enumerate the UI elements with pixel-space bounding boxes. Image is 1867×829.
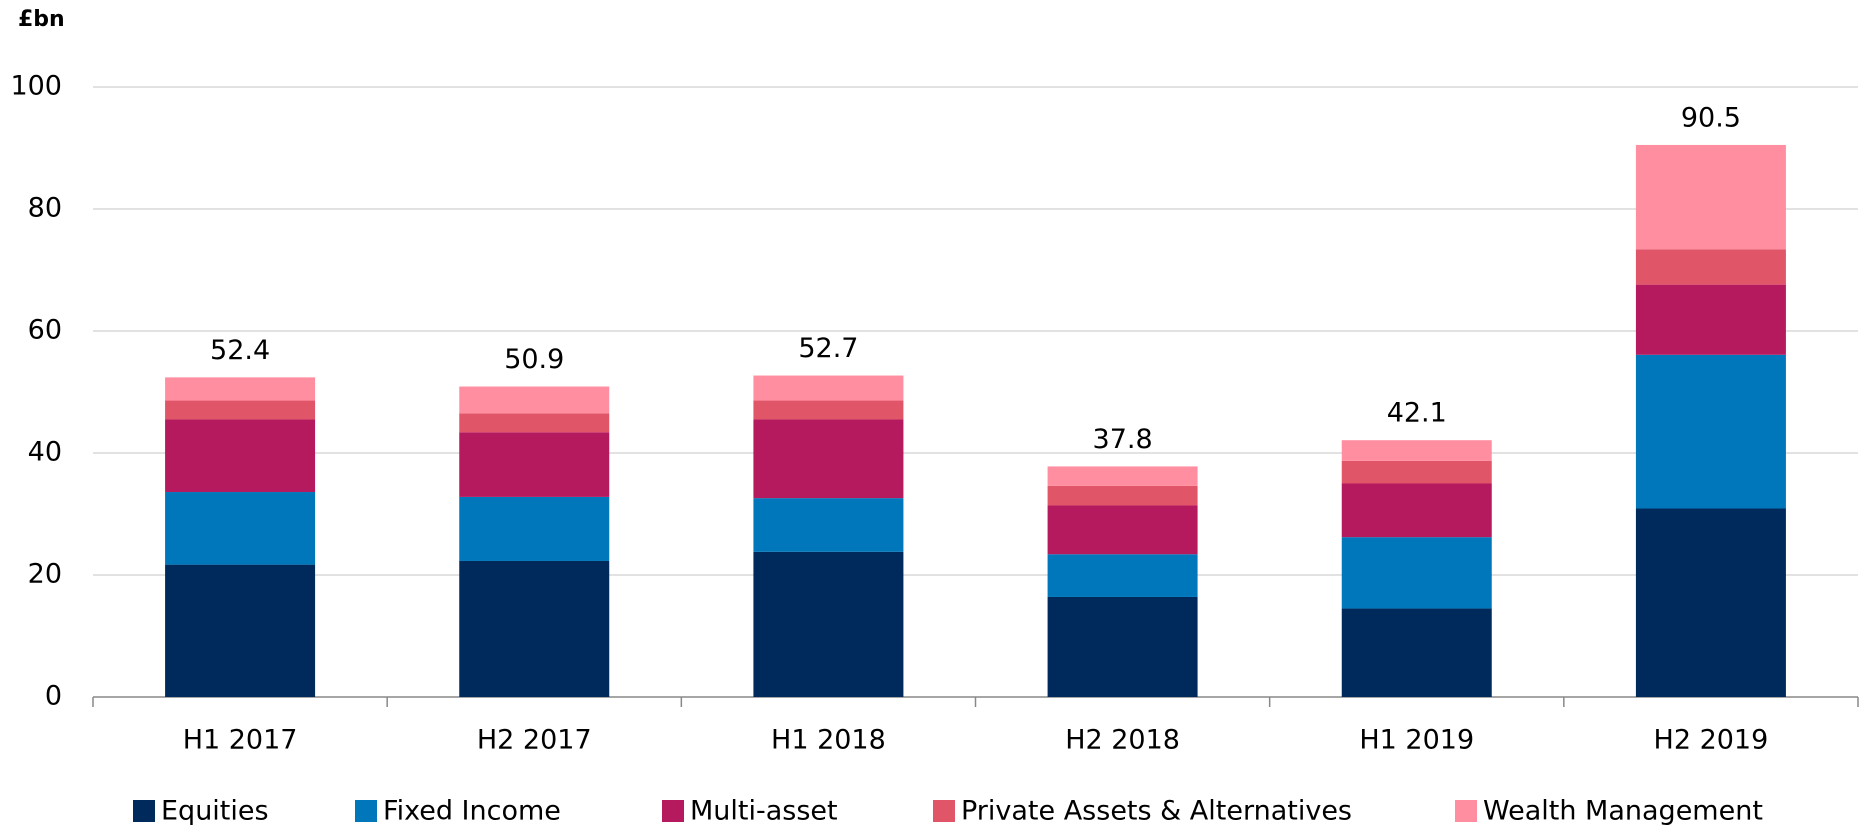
bar-segment — [165, 377, 316, 401]
bar-segment — [1635, 249, 1786, 285]
total-label: 50.9 — [504, 344, 564, 375]
total-label: 52.7 — [798, 333, 858, 364]
bar-segment — [1635, 354, 1786, 509]
bar-segment — [459, 413, 610, 433]
total-label: 52.4 — [210, 335, 270, 366]
y-tick-label: 20 — [28, 559, 62, 590]
bar-segment — [165, 400, 316, 420]
y-tick-label: 40 — [28, 437, 62, 468]
bar-segment — [753, 419, 904, 499]
x-tick-label: H1 2018 — [771, 725, 886, 756]
bar-segment — [1635, 284, 1786, 355]
bar-segment — [165, 564, 316, 697]
bar-segment — [753, 375, 904, 401]
bar-segment — [459, 560, 610, 697]
legend-swatch — [1455, 800, 1477, 822]
bar-segment — [1047, 554, 1198, 597]
bar-segment — [1635, 144, 1786, 250]
legend-label: Multi-asset — [690, 796, 838, 827]
total-label: 42.1 — [1387, 398, 1447, 429]
bar-segment — [1047, 466, 1198, 486]
y-tick-label: 60 — [28, 315, 62, 346]
bar-segment — [165, 419, 316, 493]
bar-segment — [459, 432, 610, 497]
legend-swatch — [662, 800, 684, 822]
legend-swatch — [933, 800, 955, 822]
y-tick-label: 100 — [10, 71, 62, 102]
legend-label: Wealth Management — [1483, 796, 1763, 827]
legend-label: Private Assets & Alternatives — [961, 796, 1352, 827]
total-label: 90.5 — [1681, 102, 1741, 133]
x-tick-label: H1 2019 — [1359, 725, 1474, 756]
x-tick-label: H2 2018 — [1065, 725, 1180, 756]
bar-segment — [1341, 483, 1492, 538]
legend-swatch — [355, 800, 377, 822]
bar-segment — [753, 551, 904, 697]
x-tick-label: H2 2017 — [477, 725, 592, 756]
bar-segment — [459, 386, 610, 414]
bar-segment — [753, 400, 904, 420]
bar-segment — [1341, 440, 1492, 461]
bar-segment — [1635, 508, 1786, 697]
legend-label: Fixed Income — [383, 796, 561, 827]
bar-segment — [1047, 485, 1198, 506]
bar-segment — [165, 492, 316, 565]
y-tick-label: 80 — [28, 193, 62, 224]
bar-segment — [459, 496, 610, 561]
total-label: 37.8 — [1093, 424, 1153, 455]
bar-segment — [1047, 596, 1198, 697]
y-unit: £bn — [18, 7, 65, 32]
x-tick-label: H2 2019 — [1654, 725, 1769, 756]
legend-label: Equities — [161, 796, 269, 827]
bar-segment — [1341, 608, 1492, 697]
y-tick-label: 0 — [45, 681, 62, 712]
bar-segment — [1341, 537, 1492, 609]
bar-segment — [1341, 460, 1492, 484]
x-tick-label: H1 2017 — [183, 725, 298, 756]
bar-segment — [753, 498, 904, 552]
bar-segment — [1047, 505, 1198, 555]
legend-swatch — [133, 800, 155, 822]
